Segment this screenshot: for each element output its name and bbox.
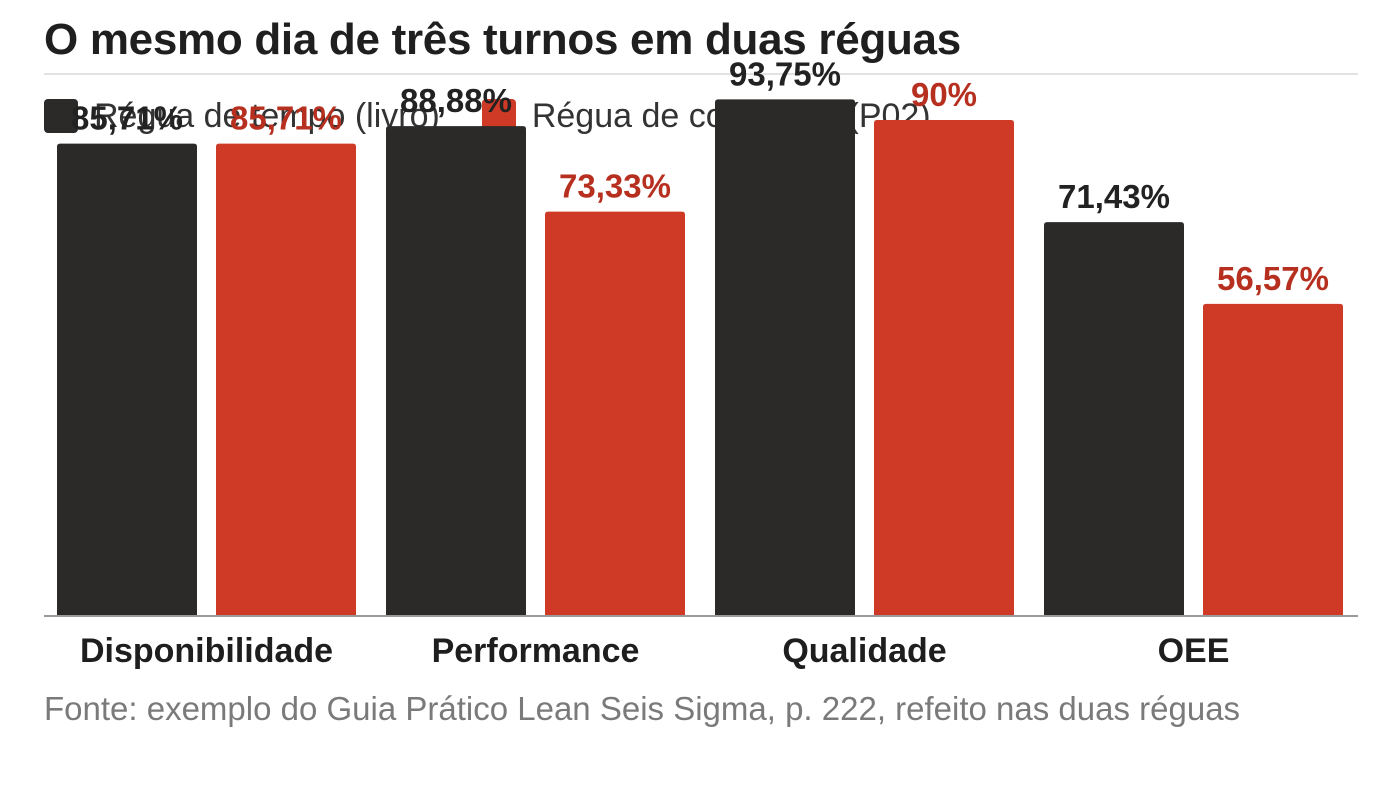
bar-qualidade-series-1 bbox=[715, 99, 855, 615]
data-label-disponibilidade-series-2: 85,71% bbox=[230, 100, 342, 137]
data-label-oee-series-2: 56,57% bbox=[1217, 260, 1329, 297]
category-label-qualidade: Qualidade bbox=[782, 632, 946, 670]
data-label-performance-series-1: 88,88% bbox=[400, 82, 512, 119]
data-label-qualidade-series-1: 93,75% bbox=[729, 55, 841, 92]
category-label-performance: Performance bbox=[432, 632, 640, 670]
legend-item-tempo: Régua de tempo (livro) bbox=[44, 97, 440, 136]
legend-swatch-tempo bbox=[44, 99, 78, 133]
legend-label-tempo: Régua de tempo (livro) bbox=[94, 96, 440, 135]
category-label-disponibilidade: Disponibilidade bbox=[80, 632, 333, 670]
bar-performance-series-1 bbox=[386, 126, 526, 615]
bar-oee-series-1 bbox=[1044, 222, 1184, 615]
bar-performance-series-2 bbox=[545, 211, 685, 615]
data-label-performance-series-2: 73,33% bbox=[559, 168, 671, 205]
data-label-qualidade-series-2: 90% bbox=[911, 76, 977, 113]
bar-disponibilidade-series-1 bbox=[57, 143, 197, 615]
category-label-oee: OEE bbox=[1158, 632, 1230, 670]
bar-qualidade-series-2 bbox=[874, 120, 1014, 615]
title-divider bbox=[44, 73, 1358, 75]
source-note: Fonte: exemplo do Guia Prático Lean Seis… bbox=[44, 690, 1241, 727]
x-axis-baseline bbox=[44, 615, 1358, 617]
chart-title: O mesmo dia de três turnos em duas régua… bbox=[44, 15, 961, 64]
bar-oee-series-2 bbox=[1203, 303, 1343, 615]
data-label-disponibilidade-series-1: 85,71% bbox=[71, 100, 183, 137]
bar-disponibilidade-series-2 bbox=[216, 143, 356, 615]
data-label-oee-series-1: 71,43% bbox=[1058, 178, 1170, 215]
bar-chart: 85,71% 85,71% Disponibilidade 88,88% 73,33% P… bbox=[44, 55, 1358, 670]
